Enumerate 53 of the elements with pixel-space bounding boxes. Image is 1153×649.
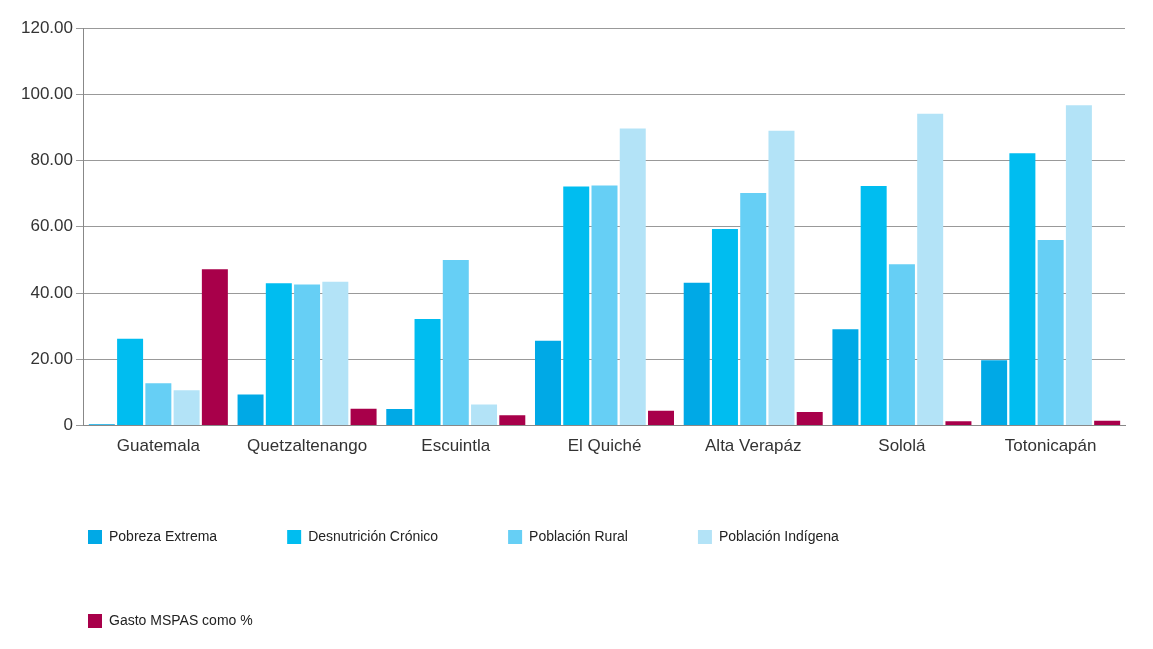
bar — [322, 281, 349, 426]
legend-label: Población Indígena — [718, 527, 840, 544]
bar — [1037, 240, 1064, 426]
bar — [945, 421, 972, 426]
y-tick-label: 60.00 — [30, 216, 73, 236]
y-tick-label: 80.00 — [30, 150, 73, 170]
bar — [145, 383, 172, 426]
y-tick-label: 0 — [63, 415, 73, 435]
legend-label: Pobreza Extrema — [109, 527, 218, 544]
bar — [591, 185, 618, 426]
bar — [499, 415, 526, 426]
y-tick-label: 20.00 — [30, 349, 73, 369]
legend-label: Población Rural — [529, 527, 628, 544]
bar — [117, 338, 144, 426]
bar — [832, 329, 859, 426]
bar — [265, 283, 292, 426]
y-tick-label: 120.00 — [21, 17, 73, 37]
bar — [534, 340, 561, 426]
y-tick-label: 100.00 — [21, 83, 73, 103]
bar — [711, 229, 738, 426]
x-tick-label: Escuintla — [421, 436, 491, 456]
bar — [201, 269, 228, 426]
bar — [563, 186, 590, 426]
bar — [1065, 105, 1092, 426]
bar — [917, 113, 944, 426]
bar — [386, 409, 413, 426]
bar — [414, 318, 441, 426]
y-tick-label: 40.00 — [30, 282, 73, 302]
bar — [1009, 153, 1036, 426]
bar — [648, 410, 675, 426]
bar — [888, 264, 915, 426]
x-tick-label: Totonicapán — [1004, 436, 1097, 456]
x-tick-label: Quetzaltenango — [247, 436, 368, 456]
bar — [619, 128, 646, 426]
bar — [768, 130, 795, 426]
x-tick-label: Sololá — [878, 436, 927, 456]
bar — [442, 259, 469, 426]
x-tick-label: El Quiché — [567, 436, 642, 456]
bar — [796, 412, 823, 426]
x-tick-label: Guatemala — [116, 436, 201, 456]
bar — [237, 394, 264, 426]
legend-label: Gasto MSPAS como % — [109, 611, 253, 628]
legend-label: Desnutrición Crónico — [308, 527, 439, 544]
x-tick-label: Alta Verapáz — [705, 436, 802, 456]
bar — [350, 408, 377, 426]
bar — [683, 282, 710, 426]
bar — [1094, 420, 1121, 426]
bar — [981, 360, 1008, 426]
bar — [860, 186, 887, 426]
bar — [471, 404, 498, 426]
bar — [173, 390, 200, 426]
bar — [294, 284, 321, 426]
bar — [740, 193, 767, 426]
